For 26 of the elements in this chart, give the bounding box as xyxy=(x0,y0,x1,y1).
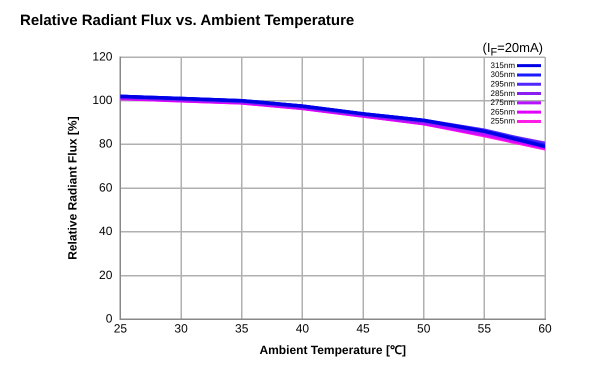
x-axis-title: Ambient Temperature [℃] xyxy=(259,343,406,358)
legend-label: 315nm xyxy=(490,60,516,70)
legend-label: 255nm xyxy=(490,116,516,126)
chart-title: Relative Radiant Flux vs. Ambient Temperature xyxy=(20,12,354,29)
x-tick-label: 60 xyxy=(538,322,552,336)
y-tick-label: 0 xyxy=(106,312,113,326)
x-tick-label: 35 xyxy=(235,322,249,336)
y-axis-title: Relative Radiant Flux [%] xyxy=(66,116,80,260)
y-tick-label: 40 xyxy=(99,224,113,238)
y-tick-label: 80 xyxy=(99,136,113,151)
x-tick-label: 40 xyxy=(296,322,310,336)
legend-label: 265nm xyxy=(490,107,516,116)
legend-label: 295nm xyxy=(490,79,516,88)
x-tick-label: 30 xyxy=(174,322,188,336)
legend-label: 305nm xyxy=(490,70,516,80)
annotation: (I$_{F}$=20mA) xyxy=(482,40,543,59)
legend-label: 275nm xyxy=(490,98,516,108)
y-tick-label: 20 xyxy=(99,268,113,282)
x-tick-label: 55 xyxy=(478,322,492,336)
x-tick-label: 25 xyxy=(114,322,128,336)
legend-label: 285nm xyxy=(490,88,516,98)
y-tick-label: 60 xyxy=(99,180,113,194)
y-tick-label: 100 xyxy=(92,93,113,108)
y-tick-label: 120 xyxy=(92,49,113,64)
x-tick-label: 50 xyxy=(417,322,431,336)
x-tick-label: 45 xyxy=(356,322,370,336)
